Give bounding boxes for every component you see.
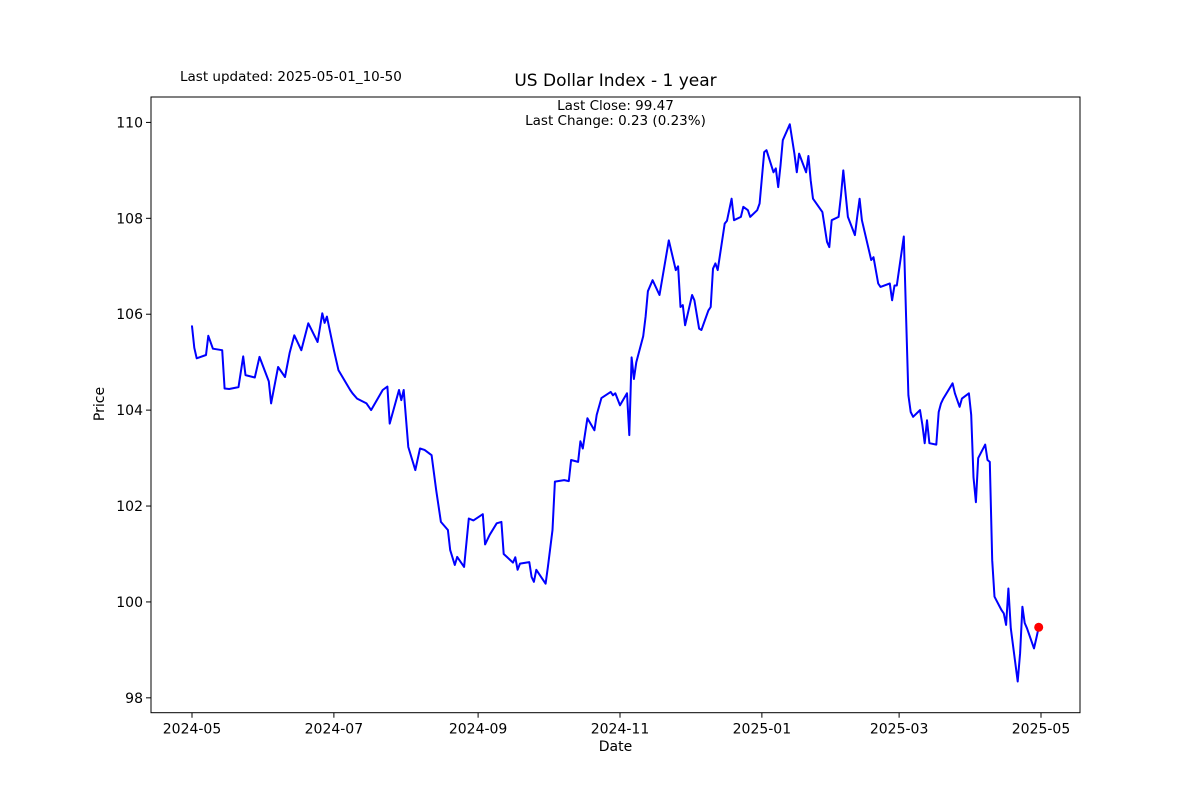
x-tick-label: 2024-05	[163, 722, 222, 738]
x-tick-label: 2025-03	[870, 722, 929, 738]
y-tick-label: 98	[125, 691, 143, 707]
last-change-text: Last Change: 0.23 (0.23%)	[525, 112, 706, 129]
chart-subtitle: Last Close: 99.47 Last Change: 0.23 (0.2…	[151, 99, 1080, 128]
last-price-marker	[1034, 622, 1044, 632]
y-tick-label: 104	[116, 403, 143, 419]
y-tick-label: 108	[116, 211, 143, 227]
y-tick-label: 106	[116, 307, 143, 323]
x-tick-label: 2024-11	[591, 722, 650, 738]
y-tick-label: 102	[116, 499, 143, 515]
chart-title: US Dollar Index - 1 year	[514, 71, 717, 91]
x-tick-label: 2025-01	[733, 722, 792, 738]
x-axis-label: Date	[598, 739, 633, 755]
last-updated-annotation: Last updated: 2025-05-01_10-50	[180, 69, 402, 85]
y-tick-label: 100	[116, 595, 143, 611]
x-tick-label: 2025-05	[1012, 722, 1071, 738]
price-line	[191, 123, 1040, 683]
x-tick-label: 2024-07	[305, 722, 364, 738]
y-tick-label: 110	[116, 115, 143, 131]
x-tick-label: 2024-09	[449, 722, 508, 738]
axes-frame	[150, 96, 1081, 714]
last-close-text: Last Close: 99.47	[557, 98, 674, 114]
y-axis-label: Price	[92, 386, 108, 422]
